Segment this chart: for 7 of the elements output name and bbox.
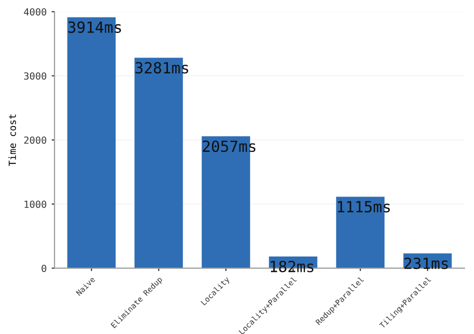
y-tick-label: 3000 <box>24 72 46 80</box>
y-tick-label: 4000 <box>24 8 46 16</box>
y-tick-label: 0 <box>42 264 46 272</box>
y-tick-label: 1000 <box>24 200 46 208</box>
y-axis-title: Time cost <box>8 114 16 166</box>
data-label: 231ms <box>404 258 448 270</box>
y-tick-label: 2000 <box>24 136 46 144</box>
